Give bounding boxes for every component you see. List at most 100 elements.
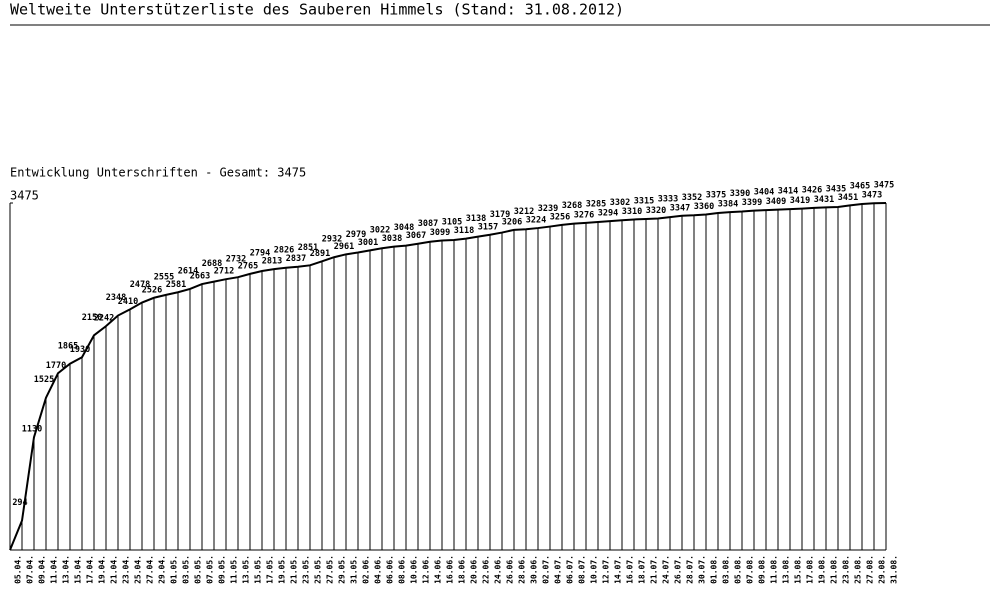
x-tick-label: 17.08. [806, 555, 815, 584]
value-label: 3105 [442, 217, 462, 227]
x-tick-label: 17.05. [266, 555, 275, 584]
x-tick-label: 25.04. [134, 555, 143, 584]
value-label: 3352 [682, 193, 702, 203]
x-tick-label: 20.06. [470, 555, 479, 584]
value-label: 2891 [310, 249, 330, 259]
x-tick-label: 19.04. [98, 555, 107, 584]
x-tick-label: 05.08. [734, 555, 743, 584]
value-label: 3157 [478, 222, 498, 232]
x-tick-label: 02.06. [362, 555, 371, 584]
x-tick-label: 07.05. [206, 555, 215, 584]
x-tick-label: 27.08. [866, 555, 875, 584]
value-label: 3224 [526, 216, 546, 226]
x-tick-label: 15.04. [74, 555, 83, 584]
x-tick-label: 15.08. [794, 555, 803, 584]
value-label: 2478 [130, 280, 150, 290]
value-label: 3475 [874, 181, 894, 191]
value-label: 3268 [562, 201, 582, 211]
value-label: 3315 [634, 196, 654, 206]
x-tick-label: 29.08. [878, 555, 887, 584]
x-tick-label: 31.08. [890, 555, 899, 584]
value-label: 2961 [334, 242, 354, 252]
value-label: 3320 [646, 206, 666, 216]
value-label: 2581 [166, 280, 186, 290]
x-tick-label: 11.04. [50, 555, 59, 584]
x-tick-label: 28.06. [518, 555, 527, 584]
x-tick-label: 21.04. [110, 555, 119, 584]
x-tick-label: 14.06. [434, 555, 443, 584]
value-label: 2765 [238, 261, 258, 271]
x-tick-label: 03.05. [182, 555, 191, 584]
x-tick-label: 12.06. [422, 555, 431, 584]
value-label: 3212 [514, 207, 534, 217]
value-label: 3099 [430, 228, 450, 238]
x-tick-label: 16.06. [446, 555, 455, 584]
value-label: 2837 [286, 254, 306, 264]
x-tick-label: 05.05. [194, 555, 203, 584]
x-tick-label: 10.06. [410, 555, 419, 584]
value-label: 3414 [778, 187, 798, 197]
value-label: 3138 [466, 214, 486, 224]
value-label: 2826 [274, 245, 294, 255]
value-label: 2851 [298, 243, 318, 253]
x-tick-label: 04.06. [374, 555, 383, 584]
x-tick-label: 09.05. [218, 555, 227, 584]
value-label: 2663 [190, 272, 210, 282]
value-label: 2555 [154, 272, 174, 282]
value-label: 3087 [418, 219, 438, 229]
x-tick-label: 23.05. [302, 555, 311, 584]
value-label: 3310 [622, 207, 642, 217]
value-label: 3431 [814, 195, 834, 205]
value-label: 3256 [550, 212, 570, 222]
value-label: 3435 [826, 184, 846, 194]
x-tick-label: 13.04. [62, 555, 71, 584]
value-label: 3409 [766, 197, 786, 207]
x-tick-label: 09.08. [758, 555, 767, 584]
x-tick-label: 09.04. [38, 555, 47, 584]
value-label: 3384 [718, 200, 738, 210]
x-tick-label: 23.08. [842, 555, 851, 584]
x-tick-label: 07.04. [26, 555, 35, 584]
value-label: 3404 [754, 188, 774, 198]
x-tick-label: 30.06. [530, 555, 539, 584]
x-tick-label: 03.08. [722, 555, 731, 584]
series-line [9, 202, 887, 551]
x-tick-label: 25.08. [854, 555, 863, 584]
x-tick-label: 16.07. [626, 555, 635, 584]
value-label: 1770 [46, 361, 66, 371]
x-tick-label: 28.07. [686, 555, 695, 584]
x-tick-label: 27.04. [146, 555, 155, 584]
x-tick-label: 21.08. [830, 555, 839, 584]
x-tick-label: 04.07. [554, 555, 563, 584]
x-tick-label: 06.07. [566, 555, 575, 584]
value-label: 2794 [250, 249, 270, 259]
x-tick-label: 23.04. [122, 555, 131, 584]
x-tick-label: 05.04. [14, 555, 23, 584]
x-tick-label: 19.08. [818, 555, 827, 584]
x-tick-label: 18.07. [638, 555, 647, 584]
value-label: 3360 [694, 202, 714, 212]
value-label: 2979 [346, 230, 366, 240]
value-label: 3375 [706, 190, 726, 200]
value-label: 2526 [142, 285, 162, 295]
value-label: 2688 [202, 259, 222, 269]
x-tick-label: 13.05. [242, 555, 251, 584]
x-tick-label: 14.07. [614, 555, 623, 584]
value-label: 3399 [742, 198, 762, 208]
value-label: 3419 [790, 196, 810, 206]
value-label: 2410 [118, 297, 138, 307]
x-tick-label: 24.07. [662, 555, 671, 584]
x-tick-label: 08.07. [578, 555, 587, 584]
x-tick-label: 18.06. [458, 555, 467, 584]
value-label: 3390 [730, 189, 750, 199]
x-tick-label: 21.07. [650, 555, 659, 584]
value-label: 3294 [598, 209, 618, 219]
value-label: 3285 [586, 199, 606, 209]
x-tick-label: 30.07. [698, 555, 707, 584]
x-tick-label: 10.07. [590, 555, 599, 584]
value-label: 2150 [82, 313, 102, 323]
x-tick-label: 08.06. [398, 555, 407, 584]
value-label: 2348 [106, 293, 126, 303]
